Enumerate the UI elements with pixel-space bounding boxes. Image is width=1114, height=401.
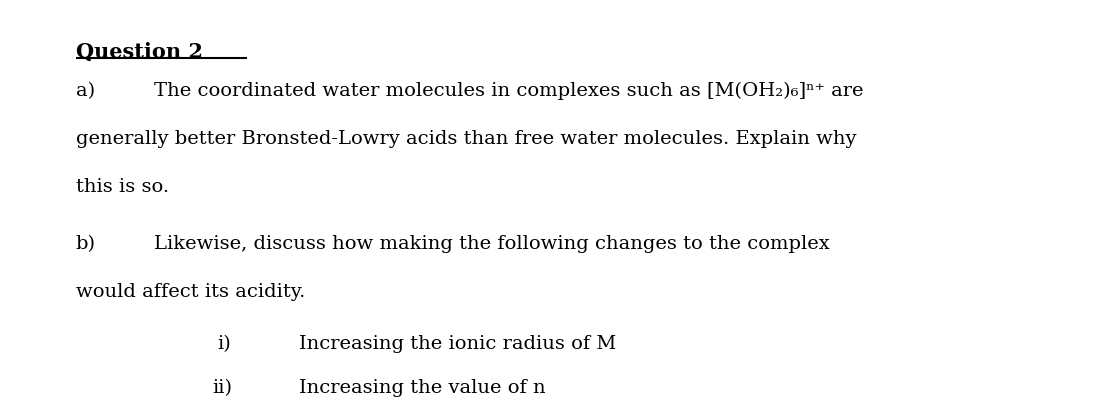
Text: would affect its acidity.: would affect its acidity.	[76, 283, 305, 301]
Text: Increasing the ionic radius of M: Increasing the ionic radius of M	[299, 335, 616, 353]
Text: Increasing the value of n: Increasing the value of n	[299, 379, 545, 397]
Text: Question 2: Question 2	[76, 42, 203, 62]
Text: Likewise, discuss how making the following changes to the complex: Likewise, discuss how making the followi…	[154, 235, 830, 253]
Text: b): b)	[76, 235, 96, 253]
Text: a): a)	[76, 82, 95, 100]
Text: i): i)	[217, 335, 231, 353]
Text: generally better Bronsted-Lowry acids than free water molecules. Explain why: generally better Bronsted-Lowry acids th…	[76, 130, 857, 148]
Text: ii): ii)	[213, 379, 233, 397]
Text: this is so.: this is so.	[76, 178, 169, 196]
Text: The coordinated water molecules in complexes such as [M(OH₂)₆]ⁿ⁺ are: The coordinated water molecules in compl…	[154, 82, 863, 101]
